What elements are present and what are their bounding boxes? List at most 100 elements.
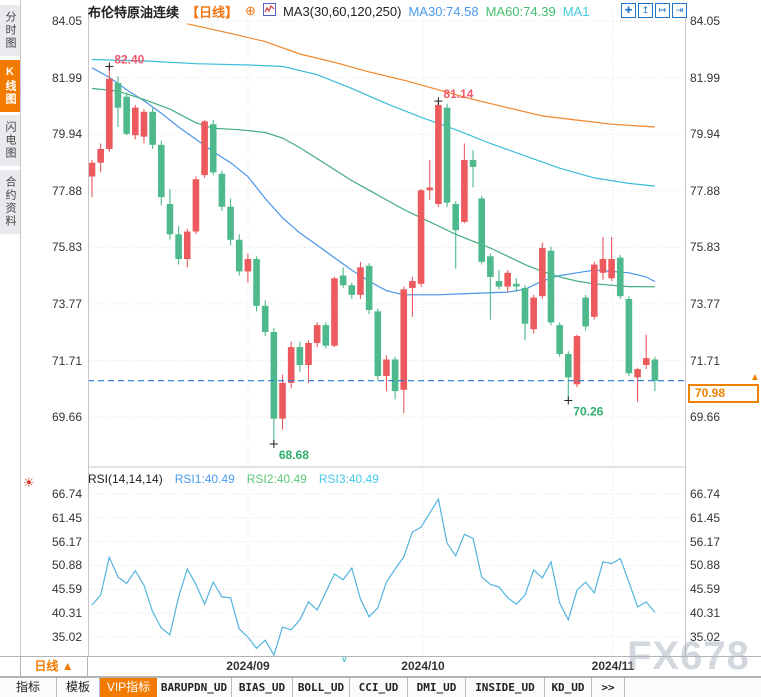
tab-cci_ud[interactable]: CCI_UD xyxy=(350,678,408,697)
candle-body xyxy=(166,204,174,235)
candle-body xyxy=(235,239,243,272)
period-tag[interactable]: 【日线】 xyxy=(186,4,239,20)
sidebar-item-3[interactable]: 闪电图 xyxy=(0,115,20,166)
scale-right-icon[interactable]: ↦ xyxy=(655,3,670,18)
candle-body xyxy=(625,298,633,374)
tab-[interactable]: >> xyxy=(592,678,625,697)
tab-vip[interactable]: VIP指标 xyxy=(100,678,157,697)
candle-body xyxy=(331,278,338,346)
sidebar: 分时图 K线图闪电图合约资料 xyxy=(0,0,21,656)
add-indicator-icon[interactable]: ⊕ xyxy=(245,3,256,18)
candle-body xyxy=(616,257,624,297)
candle-body xyxy=(599,259,607,273)
candle-body xyxy=(530,297,537,330)
sidebar-item-1[interactable]: 分时图 xyxy=(0,5,20,56)
tab-inside_ud[interactable]: INSIDE_UD xyxy=(466,678,545,697)
price-axis-label: 79.94 xyxy=(51,127,82,142)
rsi-line xyxy=(91,497,656,656)
header-toolbar: ✚ ↥ ↦ ⇥ xyxy=(621,3,687,18)
rsi3-value: RSI3:40.49 xyxy=(318,472,379,486)
candle-body xyxy=(608,259,615,279)
price-axis-label: 69.66 xyxy=(690,410,721,424)
candle-body xyxy=(521,287,529,324)
candle-body xyxy=(279,382,286,419)
rsi-settings-icon[interactable]: ☀ xyxy=(23,475,35,490)
date-label: 2024/09 xyxy=(226,659,270,673)
tab-bias_ud[interactable]: BIAS_UD xyxy=(232,678,293,697)
ma60-value: MA60:74.39 xyxy=(485,3,556,19)
candle-body xyxy=(183,231,191,260)
candle-body xyxy=(417,190,425,284)
tab-kd_ud[interactable]: KD_UD xyxy=(545,678,592,697)
candle-body xyxy=(573,336,581,385)
price-axis-label: 69.66 xyxy=(51,410,82,424)
rsi2-value: RSI2:40.49 xyxy=(246,472,307,486)
candle-body xyxy=(461,159,468,222)
candle-body xyxy=(296,347,304,365)
tab-barupdn_ud[interactable]: BARUPDN_UD xyxy=(157,678,232,697)
candle-body xyxy=(539,248,546,297)
candle-body xyxy=(400,289,408,390)
rsi-axis-label: 61.45 xyxy=(51,510,82,525)
rsi-header: RSI(14,14,14) RSI1:40.49 RSI2:40.49 RSI3… xyxy=(88,472,379,486)
period-selector[interactable]: 日线 ▲ xyxy=(20,657,88,676)
candle-body xyxy=(495,281,503,287)
candle-body xyxy=(157,144,165,198)
ma-line-ma120 xyxy=(91,58,655,187)
price-axis-label: 81.99 xyxy=(51,70,82,85)
candle-body xyxy=(227,206,234,240)
candle-body xyxy=(504,272,511,287)
scroll-position-icon: ∨ xyxy=(341,654,348,664)
candle-body xyxy=(565,353,572,378)
price-marker-label: 81.14 xyxy=(443,87,473,101)
candle-body xyxy=(556,325,563,354)
candle-body xyxy=(443,107,451,203)
candle-body xyxy=(201,121,208,176)
ma30-value: MA30:74.58 xyxy=(408,3,479,19)
date-label: 2024/10 xyxy=(401,659,445,673)
candle-body xyxy=(374,311,382,377)
candle-body xyxy=(106,78,113,149)
candle-body xyxy=(149,111,156,145)
scale-up-icon[interactable]: ↥ xyxy=(638,3,653,18)
candle-body xyxy=(391,359,399,392)
price-axis-label: 79.94 xyxy=(690,127,721,142)
candle-body xyxy=(261,305,269,332)
indicator-tabs: 指标 模板 VIP指标 BARUPDN_UD BIAS_UD BOLL_UD CCI_UD D… xyxy=(0,677,761,697)
sidebar-item-2[interactable]: K线图 xyxy=(0,60,20,112)
price-axis-label: 73.77 xyxy=(51,296,82,311)
candle-body xyxy=(140,111,148,137)
price-marker-label: 70.26 xyxy=(573,405,603,419)
tab-boll_ud[interactable]: BOLL_UD xyxy=(293,678,350,697)
rsi-axis-label: 35.02 xyxy=(690,629,721,644)
last-price-box[interactable]: 70.98 xyxy=(688,384,759,403)
rsi-axis-label: 56.17 xyxy=(690,534,721,549)
candle-body xyxy=(642,358,650,365)
tab-[interactable]: 指标 xyxy=(0,678,57,697)
ma-line-ma30 xyxy=(91,67,656,296)
price-marker-label: 82.40 xyxy=(114,52,144,66)
jump-latest-icon[interactable]: ⇥ xyxy=(672,3,687,18)
price-axis-label: 75.83 xyxy=(690,240,721,255)
rsi-axis-label: 50.88 xyxy=(51,558,82,573)
ma1-value: MA1 xyxy=(562,3,590,19)
candle-body xyxy=(651,359,659,381)
candle-body xyxy=(383,359,390,377)
rsi-axis-label: 61.45 xyxy=(690,510,721,525)
chart-header: 布伦特原油连续 【日线】 ⊕ MA3(30,60,120,250) MA30:7… xyxy=(88,0,589,22)
rsi-axis-label: 66.74 xyxy=(690,487,721,501)
candle-body xyxy=(582,297,589,327)
candlestick-chart[interactable]: 82.40 81.14 68.68 70.26 xyxy=(88,0,686,656)
tab-dmi_ud[interactable]: DMI_UD xyxy=(408,678,466,697)
candle-body xyxy=(365,265,373,310)
rsi-axis-label: 45.59 xyxy=(690,582,721,597)
price-axis-label: 84.05 xyxy=(690,14,721,28)
sidebar-item-4[interactable]: 合约资料 xyxy=(0,170,20,234)
price-axis-label: 71.71 xyxy=(690,353,721,368)
candle-body xyxy=(348,285,356,295)
price-axis-label: 81.99 xyxy=(690,70,721,85)
rsi-axis-label: 40.31 xyxy=(51,606,82,621)
pan-move-icon[interactable]: ✚ xyxy=(621,3,636,18)
tab-[interactable]: 模板 xyxy=(57,678,100,697)
